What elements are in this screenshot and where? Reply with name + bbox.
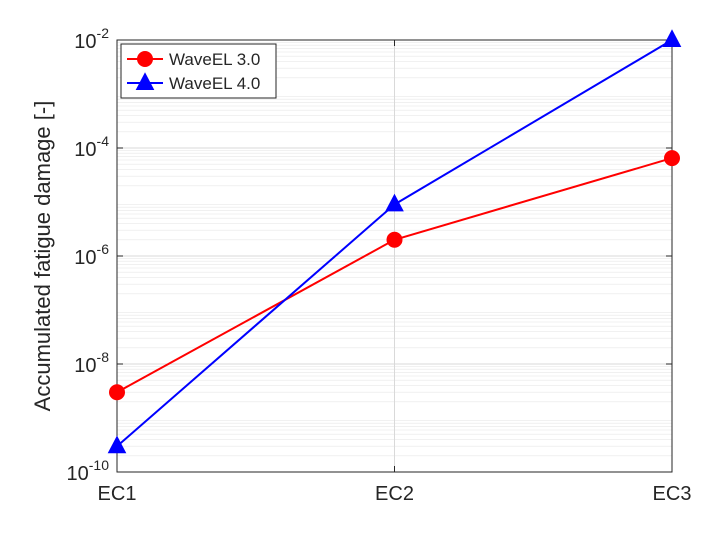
legend-marker [137, 51, 153, 67]
series-2 [107, 29, 682, 454]
x-axis-ticks: EC1 EC2 EC3 [98, 40, 692, 505]
y-axis-ticks: 10-10 10-8 10-6 10-4 10-2 [67, 25, 672, 485]
data-point [386, 231, 403, 248]
legend-label: WaveEL 3.0 [169, 50, 260, 69]
data-point [109, 384, 125, 401]
legend-item: WaveEL 3.0 [127, 50, 260, 69]
legend: WaveEL 3.0 WaveEL 4.0 [120, 43, 277, 99]
legend-label: WaveEL 4.0 [169, 74, 260, 93]
y-tick-label: 10-8 [74, 349, 109, 377]
data-point [664, 150, 680, 167]
series-1 [109, 150, 680, 401]
y-axis-title: Accumulated fatigue damage [-] [30, 101, 55, 412]
y-tick-label: 10-2 [74, 25, 109, 53]
x-tick-label: EC3 [653, 483, 692, 505]
data-point [662, 29, 682, 47]
y-tick-label: 10-6 [74, 241, 109, 269]
data-point [385, 193, 404, 212]
series-group [107, 29, 682, 454]
y-tick-label: 10-10 [67, 457, 110, 485]
data-point [107, 435, 127, 454]
y-tick-label: 10-4 [74, 133, 109, 161]
legend-marker [135, 72, 155, 90]
grid [116, 39, 673, 473]
x-tick-label: EC1 [98, 483, 137, 505]
legend-item: WaveEL 4.0 [127, 72, 260, 93]
x-tick-label: EC2 [375, 483, 414, 505]
